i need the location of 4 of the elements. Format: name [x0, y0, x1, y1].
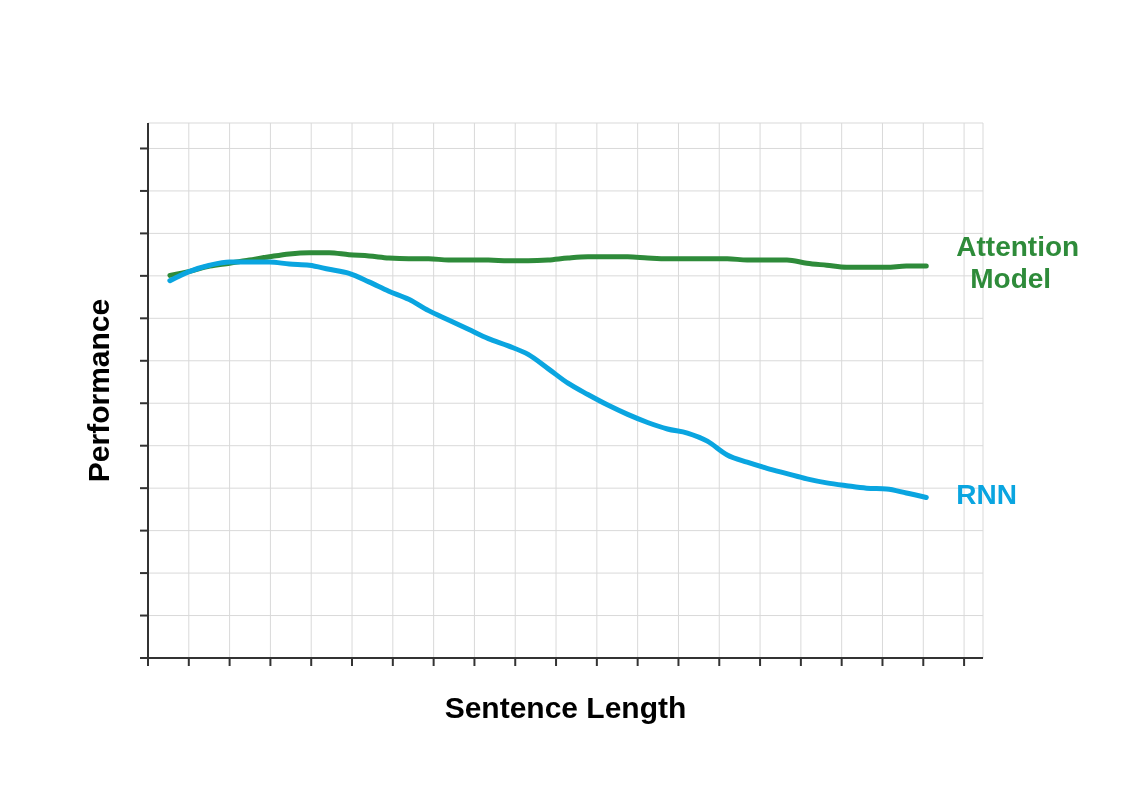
series-label: RNN [956, 478, 1017, 510]
x-axis-title: Sentence Length [444, 691, 687, 724]
y-axis-title: Performance [81, 298, 115, 483]
series-label: Attention Model [956, 231, 1080, 295]
